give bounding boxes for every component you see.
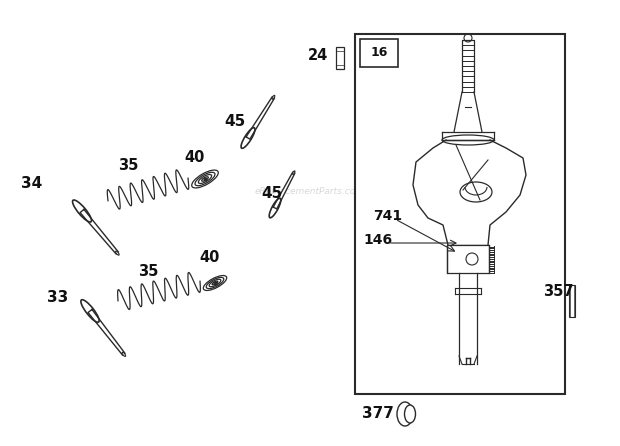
- Polygon shape: [80, 209, 118, 254]
- Ellipse shape: [73, 200, 92, 222]
- Bar: [355, 34, 565, 394]
- Ellipse shape: [269, 198, 281, 218]
- Ellipse shape: [122, 352, 126, 356]
- Ellipse shape: [115, 251, 119, 255]
- Ellipse shape: [272, 95, 275, 99]
- Bar: [569, 285, 575, 317]
- Text: 40: 40: [185, 150, 205, 165]
- Polygon shape: [246, 97, 275, 139]
- Text: 34: 34: [21, 177, 43, 191]
- Ellipse shape: [81, 300, 99, 322]
- Text: 35: 35: [118, 158, 138, 173]
- Text: 40: 40: [200, 251, 220, 265]
- Ellipse shape: [203, 276, 227, 290]
- Text: 357: 357: [542, 284, 574, 298]
- Text: 16: 16: [370, 46, 388, 59]
- Ellipse shape: [241, 128, 255, 149]
- Text: 377: 377: [362, 406, 394, 421]
- Text: 45: 45: [262, 186, 283, 202]
- Bar: [447, 245, 489, 273]
- Bar: [336, 47, 344, 69]
- Polygon shape: [88, 310, 125, 355]
- Text: 24: 24: [308, 49, 328, 63]
- Text: 45: 45: [224, 113, 246, 128]
- Ellipse shape: [293, 171, 295, 174]
- Text: eReplacementParts.com: eReplacementParts.com: [255, 186, 365, 195]
- Text: 146: 146: [363, 233, 392, 247]
- Text: 33: 33: [47, 290, 69, 306]
- Ellipse shape: [192, 170, 218, 188]
- Ellipse shape: [460, 182, 492, 202]
- Ellipse shape: [404, 405, 415, 423]
- Bar: [360, 39, 398, 67]
- Polygon shape: [273, 172, 295, 209]
- Text: 35: 35: [138, 264, 158, 278]
- Text: 741: 741: [373, 209, 402, 223]
